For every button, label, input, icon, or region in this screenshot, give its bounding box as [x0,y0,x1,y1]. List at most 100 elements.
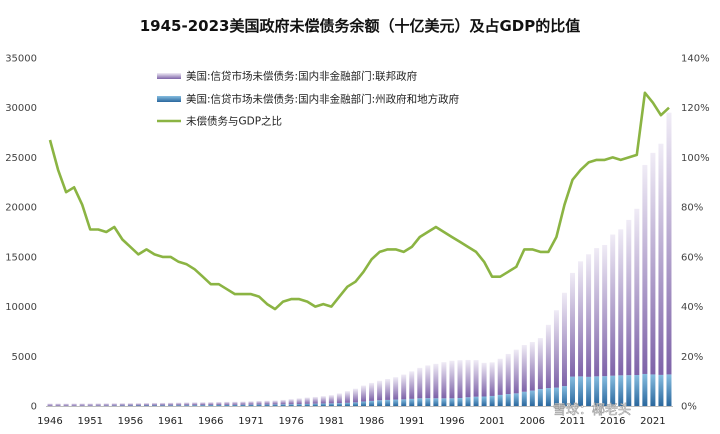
bar-federal [369,382,375,401]
bar-federal [473,360,479,397]
bar-state-local [433,398,439,406]
bar-federal [296,398,302,405]
bar-federal [433,363,439,399]
bar-state-local [248,404,254,406]
ratio-line [48,91,670,311]
bar-federal [63,403,69,406]
y-tick-label: 30000 [5,103,37,114]
x-tick-label: 1976 [278,416,303,427]
bar-federal [626,219,632,376]
bar-state-local [537,389,543,406]
ratio-line-layer [48,91,670,311]
bar-state-local [481,396,487,406]
bar-state-local [642,373,648,406]
bar-state-local [602,376,608,406]
y-tick-label: 5000 [12,352,37,363]
bar-federal [666,112,672,375]
bar-federal [87,403,93,406]
bar-federal [224,401,230,405]
bar-state-local [497,394,503,406]
y2-tick-label: 80% [681,203,703,214]
y2-tick-label: 120% [681,103,710,114]
bar-federal [152,402,158,406]
bar-state-local [208,405,214,406]
bar-federal [344,391,350,403]
bar-federal [561,292,567,387]
bar-state-local [176,405,182,406]
bar-state-local [200,405,206,406]
bar-federal [361,385,367,402]
bar-federal [208,402,214,406]
bar-state-local [561,386,567,406]
bar-federal [658,143,664,375]
bar-federal [449,360,455,399]
bar-state-local [417,398,423,406]
bar-federal [288,399,294,405]
bar-federal [425,365,431,399]
x-tick-label: 1971 [238,416,263,427]
bar-state-local [650,374,656,406]
bar-state-local [409,398,415,406]
bar-state-local [143,405,149,406]
bar-state-local [666,374,672,406]
bar-state-local [224,404,230,406]
bar-federal [240,401,246,405]
bar-state-local [457,398,463,406]
bar-federal [505,353,511,395]
bar-federal [634,208,640,376]
bar-federal [618,229,624,376]
bar-federal [457,360,463,399]
bar-state-local [578,376,584,406]
bar-federal [272,400,278,405]
bar-federal [103,403,109,406]
bar-federal [192,402,198,406]
chart-title: 1945-2023美国政府未偿债务余额（十亿美元）及占GDP的比值 [140,17,580,35]
bar-state-local [401,399,407,406]
y-tick-label: 25000 [5,153,37,164]
legend-swatch-state [157,96,181,102]
y2-tick-label: 140% [681,54,710,65]
bar-federal [328,395,334,404]
bar-state-local [264,404,270,406]
bar-state-local [441,398,447,406]
bar-state-local [505,394,511,406]
bar-federal [200,402,206,406]
bar-state-local [570,376,576,406]
x-tick-label: 1961 [158,416,183,427]
bar-state-local [465,397,471,406]
bar-state-local [352,402,358,406]
y2-tick-label: 20% [681,352,703,363]
legend-label: 未偿债务与GDP之比 [186,115,282,128]
bar-state-local [658,374,664,406]
bar-state-local [168,405,174,406]
bar-federal [409,371,415,399]
bar-federal [71,403,77,406]
bar-federal [521,345,527,392]
bar-federal [216,401,222,405]
bar-state-local [473,396,479,406]
watermark-text: 雪球：椰老头 [553,403,631,418]
bar-state-local [553,387,559,406]
x-tick-label: 1986 [359,416,384,427]
legend-swatch-federal [157,73,181,79]
bar-federal [497,358,503,395]
bar-state-local [280,404,286,406]
x-tick-label: 2011 [560,416,585,427]
bar-federal [602,244,608,377]
x-tick-label: 1981 [319,416,344,427]
bar-federal [256,400,262,405]
x-tick-label: 1966 [198,416,223,427]
bar-federal [650,152,656,375]
bar-state-local [545,388,551,406]
bar-federal [135,403,141,406]
bar-state-local [610,375,616,406]
y2-tick-label: 60% [681,252,703,263]
legend: 美国:信贷市场未偿债务:国内非金融部门:联邦政府美国:信贷市场未偿债务:国内非金… [157,70,459,128]
bar-state-local [634,375,640,406]
y-tick-label: 20000 [5,203,37,214]
bar-federal [320,396,326,404]
bar-federal [47,403,53,406]
bar-state-local [304,403,310,406]
bar-state-local [312,403,318,406]
